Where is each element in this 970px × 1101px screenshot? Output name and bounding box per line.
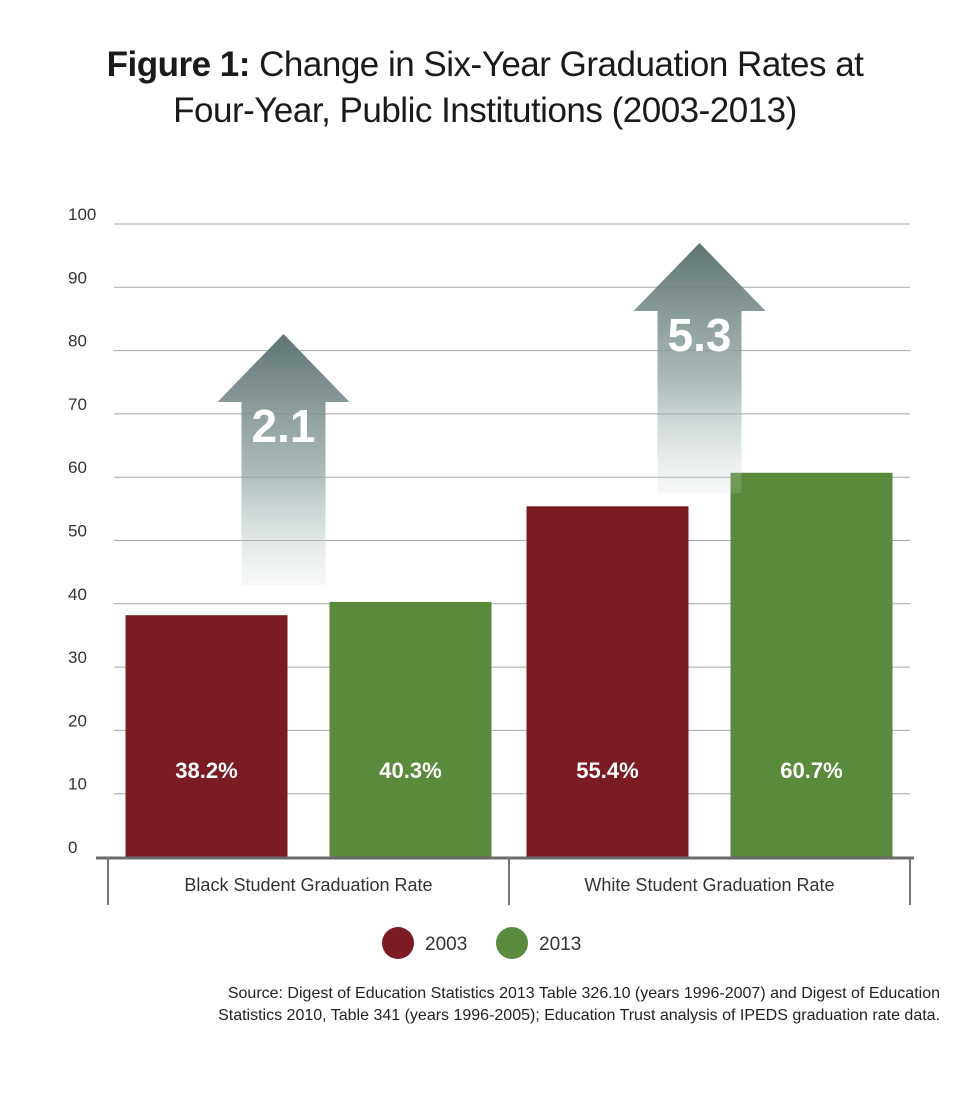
y-tick-label: 100 bbox=[68, 205, 96, 224]
y-tick-label: 30 bbox=[68, 648, 87, 667]
legend-marker-2003 bbox=[382, 927, 414, 959]
y-tick-label: 80 bbox=[68, 332, 87, 351]
bar-value-label: 60.7% bbox=[780, 758, 842, 783]
bar-value-label: 40.3% bbox=[379, 758, 441, 783]
source-note: Source: Digest of Education Statistics 2… bbox=[40, 983, 940, 1027]
source-line-2: Statistics 2010, Table 341 (years 1996-2… bbox=[218, 1007, 940, 1024]
source-line-1: Source: Digest of Education Statistics 2… bbox=[227, 985, 940, 1002]
chart-title: Figure 1: Change in Six-Year Graduation … bbox=[0, 42, 970, 134]
y-tick-label: 50 bbox=[68, 522, 87, 541]
legend-label: 2013 bbox=[539, 934, 581, 955]
y-tick-label: 20 bbox=[68, 711, 87, 730]
bar-value-label: 38.2% bbox=[175, 758, 237, 783]
legend-label: 2003 bbox=[425, 934, 467, 955]
change-arrow bbox=[217, 334, 350, 585]
change-arrow bbox=[633, 243, 766, 493]
y-tick-label: 0 bbox=[68, 838, 77, 857]
bar-2013 bbox=[329, 601, 492, 857]
y-tick-label: 60 bbox=[68, 458, 87, 477]
x-category-label: White Student Graduation Rate bbox=[584, 875, 834, 895]
bar-chart: 0 10 20 30 40 50 60 70 80 90 100 38.2% 40.3% 55.4% 60.… bbox=[68, 205, 914, 959]
change-value-label: 5.3 bbox=[668, 309, 732, 361]
figure-number: Figure 1: bbox=[106, 45, 251, 84]
change-value-label: 2.1 bbox=[252, 400, 316, 452]
y-tick-label: 70 bbox=[68, 395, 87, 414]
bar-2013 bbox=[730, 472, 893, 857]
legend-marker-2013 bbox=[496, 927, 528, 959]
bar-2003 bbox=[125, 615, 288, 857]
title-line-1: Change in Six-Year Graduation Rates at bbox=[259, 45, 864, 84]
y-tick-label: 10 bbox=[68, 775, 87, 794]
title-line-2: Four-Year, Public Institutions (2003-201… bbox=[173, 91, 797, 130]
x-category-label: Black Student Graduation Rate bbox=[184, 875, 432, 895]
bar-value-label: 55.4% bbox=[576, 758, 638, 783]
y-tick-label: 90 bbox=[68, 268, 87, 287]
y-tick-label: 40 bbox=[68, 585, 87, 604]
bar-2003 bbox=[526, 506, 689, 857]
